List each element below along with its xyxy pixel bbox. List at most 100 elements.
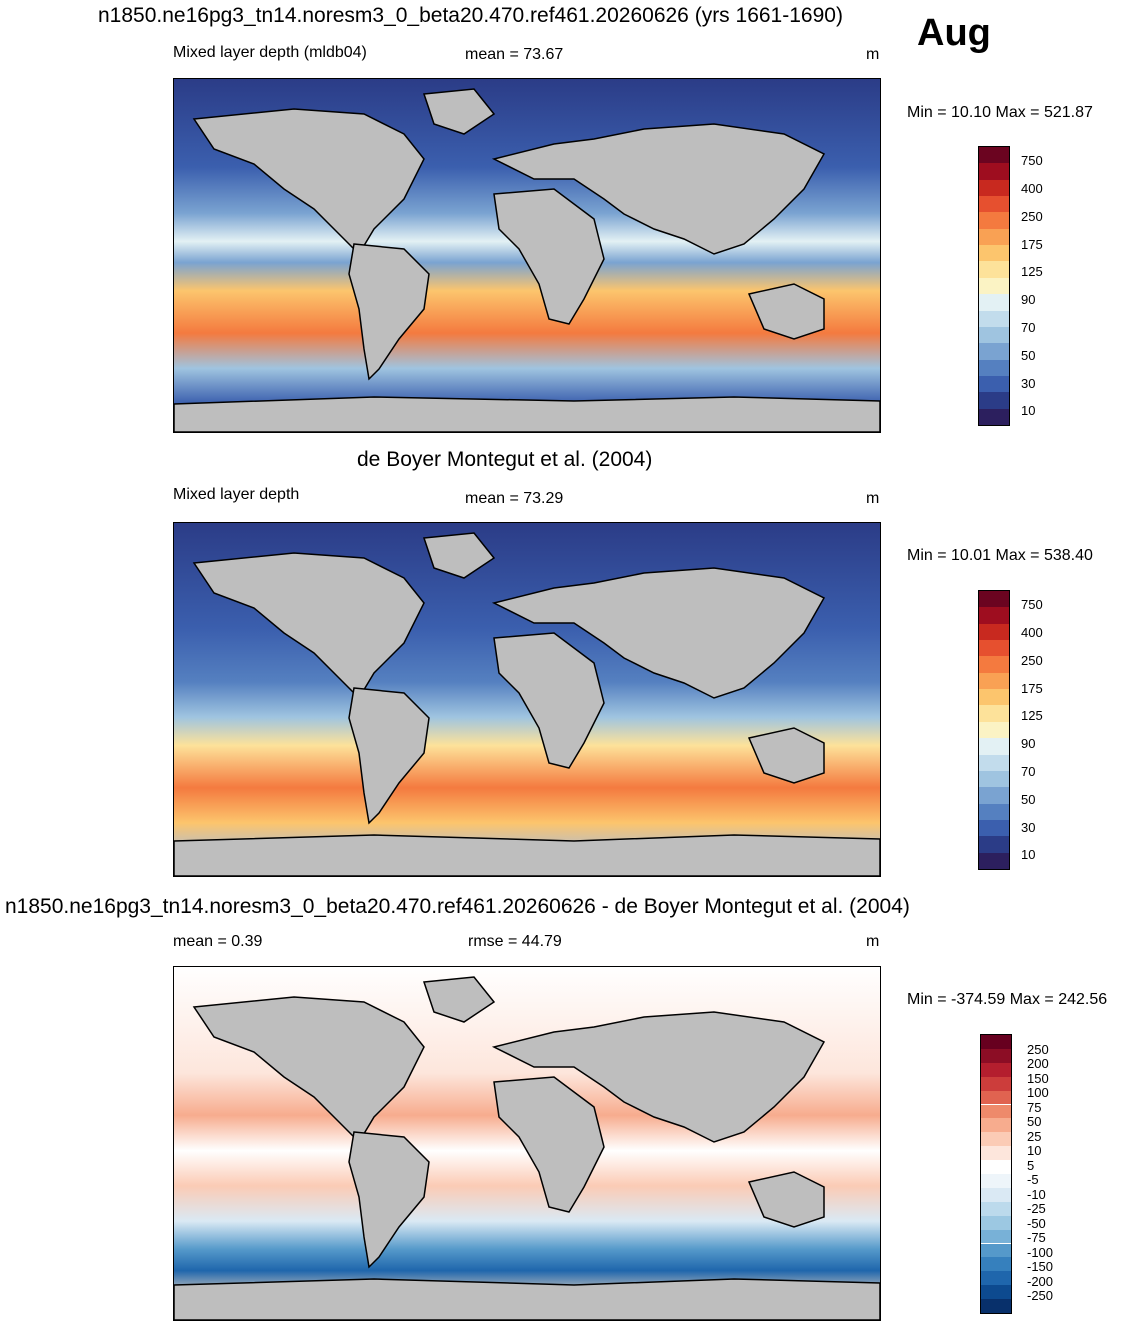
panel2-map-svg [174,523,880,876]
colorbar-swatch [979,392,1009,409]
colorbar-swatch [979,738,1009,755]
panel3-land [174,976,880,1320]
panel1-tick-label: 70 [1021,320,1036,335]
panel3-rmse-label: rmse = 44.79 [468,933,562,950]
colorbar-swatch [979,277,1009,295]
colorbar-swatch [981,1048,1011,1063]
panel1-tick-label: 175 [1021,237,1043,252]
panel2-variable-label: Mixed layer depth [173,486,300,503]
colorbar-swatch [981,1299,1011,1313]
panel1-variable-label: Mixed layer depth (mldb04) [173,44,367,61]
panel2-land [174,532,880,876]
panel2-map [173,522,881,877]
panel3-tick-label: 25 [1027,1129,1042,1144]
colorbar-swatch [979,819,1009,837]
colorbar-swatch [981,1187,1011,1202]
colorbar-swatch [979,656,1009,673]
colorbar-swatch [979,294,1009,311]
colorbar-swatch [981,1076,1011,1091]
colorbar-swatch [979,179,1009,197]
colorbar-swatch [979,147,1009,164]
panel3-tick-label: 50 [1027,1114,1042,1129]
panel2-minmax: Min = 10.01 Max = 538.40 [907,547,1093,564]
colorbar-swatch [979,343,1009,360]
panel1-tick-label: 10 [1021,403,1036,418]
panel3-tick-label: 10 [1027,1143,1042,1158]
colorbar-swatch [979,640,1009,657]
colorbar-swatch [981,1132,1011,1147]
panel1-tick-label: 50 [1021,348,1036,363]
panel2-tick-label: 175 [1021,681,1043,696]
panel3-tick-label: -200 [1027,1274,1054,1289]
colorbar-swatch [981,1257,1011,1272]
colorbar-swatch [979,261,1009,278]
panel2-colorbar [978,590,1010,870]
panel3-tick-label: -250 [1027,1288,1054,1303]
panel1-tick-label: 30 [1021,376,1036,391]
panel1-map [173,78,881,433]
panel1-tick-label: 400 [1021,181,1043,196]
panel2-tick-label: 400 [1021,625,1043,640]
panel3-tick-label: 250 [1027,1042,1049,1057]
month-label: Aug [917,12,991,54]
colorbar-swatch [981,1062,1011,1077]
panel2-tick-label: 250 [1021,653,1043,668]
colorbar-swatch [979,375,1009,393]
colorbar-swatch [981,1118,1011,1133]
colorbar-swatch [979,245,1009,262]
panel1-tick-label: 750 [1021,153,1043,168]
colorbar-swatch [979,359,1009,376]
panel1-tick-label: 90 [1021,292,1036,307]
panel3-map-svg [174,967,880,1320]
colorbar-swatch [981,1035,1011,1049]
colorbar-swatch [979,787,1009,804]
colorbar-swatch [979,672,1009,690]
panel3-tick-label: -50 [1027,1216,1046,1231]
colorbar-swatch [979,836,1009,853]
panel1-map-svg [174,79,880,432]
colorbar-swatch [979,803,1009,820]
colorbar-swatch [981,1104,1011,1119]
colorbar-swatch [979,591,1009,608]
panel3-tick-label: 150 [1027,1071,1049,1086]
colorbar-swatch [981,1271,1011,1286]
colorbar-swatch [981,1201,1011,1216]
panel3-tick-label: 100 [1027,1085,1049,1100]
panel2-tick-label: 50 [1021,792,1036,807]
panel3-subtitle: n1850.ne16pg3_tn14.noresm3_0_beta20.470.… [5,895,910,918]
panel2-units: m [866,490,880,507]
panel3-tick-label: 75 [1027,1100,1042,1115]
panel2-mean-label: mean = 73.29 [465,490,564,507]
panel1-tick-label: 250 [1021,209,1043,224]
panel2-tick-label: 10 [1021,847,1036,862]
colorbar-swatch [981,1285,1011,1300]
panel2-tick-label: 70 [1021,764,1036,779]
colorbar-swatch [981,1215,1011,1230]
panel3-tick-label: -75 [1027,1230,1046,1245]
main-title: n1850.ne16pg3_tn14.noresm3_0_beta20.470.… [98,4,843,27]
colorbar-swatch [979,607,1009,624]
colorbar-swatch [979,212,1009,229]
panel3-units: m [866,933,880,950]
colorbar-swatch [979,228,1009,246]
colorbar-swatch [979,623,1009,641]
colorbar-swatch [981,1243,1011,1258]
panel3-colorbar [980,1034,1012,1314]
panel1-land [174,88,880,432]
colorbar-swatch [979,770,1009,788]
colorbar-swatch [979,852,1009,869]
panel1-tick-label: 125 [1021,264,1043,279]
colorbar-swatch [981,1174,1011,1188]
panel3-tick-label: -10 [1027,1187,1046,1202]
panel1-minmax: Min = 10.10 Max = 521.87 [907,104,1093,121]
panel3-tick-label: 200 [1027,1056,1049,1071]
panel2-tick-label: 90 [1021,736,1036,751]
panel3-tick-label: 5 [1027,1158,1035,1173]
colorbar-swatch [979,754,1009,771]
colorbar-swatch [979,689,1009,706]
colorbar-swatch [981,1146,1011,1161]
panel3-tick-label: -150 [1027,1259,1054,1274]
colorbar-swatch [979,326,1009,344]
colorbar-swatch [981,1160,1011,1174]
colorbar-swatch [979,196,1009,213]
